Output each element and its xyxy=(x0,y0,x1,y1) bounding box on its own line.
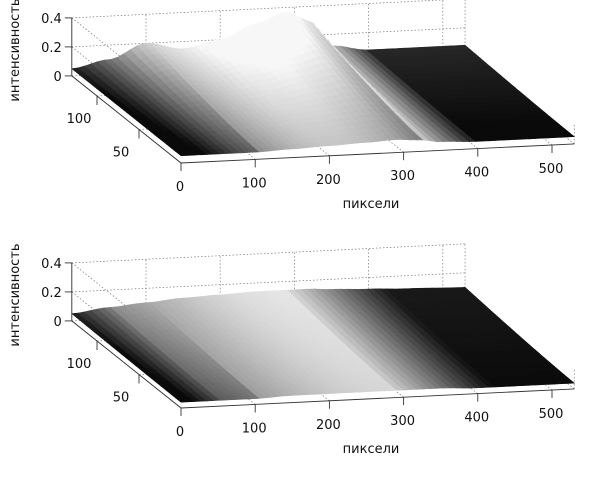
surface-patch xyxy=(561,132,576,138)
x-tick-label: 100 xyxy=(242,176,267,191)
x-axis-label: пиксели xyxy=(343,442,400,457)
y-axis xyxy=(71,320,182,409)
x-tick-label: 0 xyxy=(176,180,184,195)
x-axis-label: пиксели xyxy=(343,197,400,212)
x-tick-label: 400 xyxy=(464,411,489,426)
y-tick-label: 100 xyxy=(67,112,92,127)
x-tick-label: 0 xyxy=(176,425,184,440)
y-tick-label: 100 xyxy=(67,357,92,372)
x-tick-label: 300 xyxy=(390,414,415,429)
surface-plot-bottom: 0 100 200 300 400 500 50 100 0 0.2 0.4 пиксели интен… xyxy=(8,243,576,457)
surface-patch xyxy=(561,378,576,384)
grid-line xyxy=(71,0,448,19)
z-axis-label: интенсивность xyxy=(8,243,23,346)
surface xyxy=(71,11,576,157)
y-tick-label: 50 xyxy=(113,391,130,406)
grid-line xyxy=(71,243,466,264)
x-tick-label: 300 xyxy=(390,169,415,184)
x-tick-label: 400 xyxy=(464,166,489,181)
x-tick-label: 100 xyxy=(242,421,267,436)
y-tick-label: 50 xyxy=(113,146,130,161)
x-tick-label: 500 xyxy=(539,407,564,422)
z-tick-label: 0.4 xyxy=(41,12,62,27)
z-tick-label: 0 xyxy=(54,70,62,85)
y-axis xyxy=(71,75,182,164)
z-tick-label: 0.2 xyxy=(41,286,62,301)
surface xyxy=(71,287,576,403)
surface-plot-top: 0 100 200 300 400 500 50 100 0 0.2 0.4 пиксели интен… xyxy=(8,0,576,212)
z-tick-label: 0 xyxy=(54,315,62,330)
z-tick-label: 0.4 xyxy=(41,257,62,272)
x-tick-label: 500 xyxy=(539,162,564,177)
z-axis-label: интенсивность xyxy=(8,0,23,102)
x-tick-label: 200 xyxy=(316,418,341,433)
z-tick-label: 0.2 xyxy=(41,41,62,56)
grid-line xyxy=(71,272,466,293)
x-axis xyxy=(180,388,575,409)
x-tick-label: 200 xyxy=(316,173,341,188)
x-axis xyxy=(180,143,575,164)
